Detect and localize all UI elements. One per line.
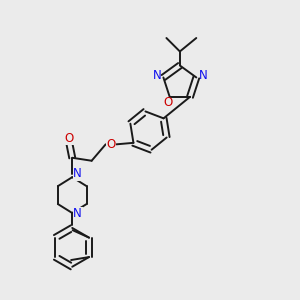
Text: N: N <box>199 69 207 82</box>
Text: O: O <box>106 138 116 151</box>
Text: N: N <box>73 167 82 180</box>
Text: O: O <box>164 96 173 109</box>
Text: O: O <box>64 132 74 145</box>
Text: N: N <box>152 69 161 82</box>
Text: N: N <box>73 207 82 220</box>
